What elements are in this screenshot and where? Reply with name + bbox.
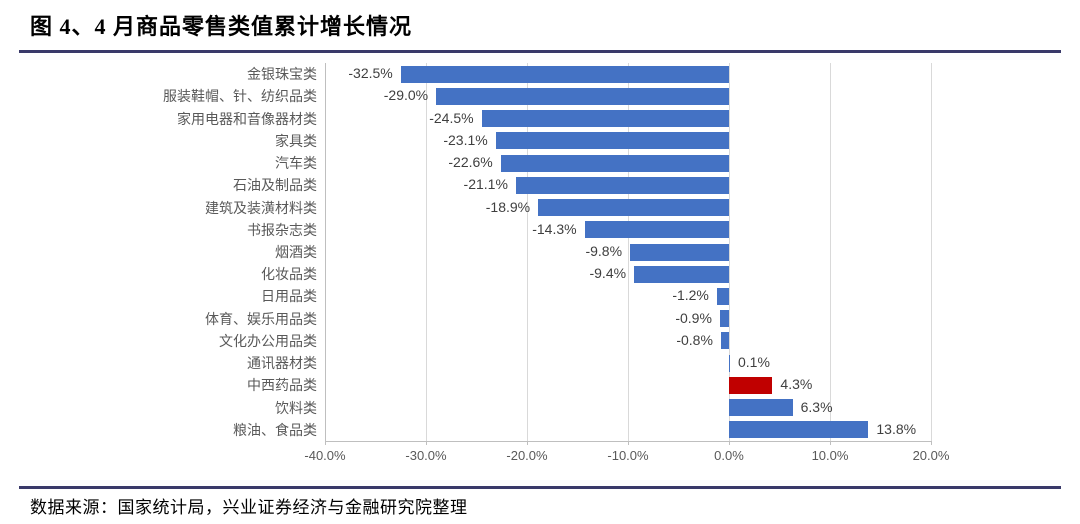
value-label: -14.3% [532,221,577,237]
y-axis-line [325,63,326,441]
bar [729,377,773,394]
bar [538,199,729,216]
category-label: 家具类 [275,135,317,150]
value-label: -0.9% [675,310,712,326]
category-label: 饮料类 [275,402,317,417]
category-label: 体育、娱乐用品类 [205,313,317,328]
value-label: -9.8% [585,243,623,259]
value-label: 13.8% [876,421,917,437]
value-label: -29.0% [383,87,429,103]
bar [400,66,730,83]
data-source-note: 数据来源：国家统计局，兴业证券经济与金融研究院整理 [30,498,468,517]
bar [630,244,729,261]
bar [720,332,729,349]
x-tick-mark [426,441,427,445]
category-label: 中西药品类 [247,379,317,394]
bar [729,421,869,438]
figure-title: 图 4、4 月商品零售类值累计增长情况 [30,14,413,39]
x-tick-mark [527,441,528,445]
bar [634,266,729,283]
category-label: 石油及制品类 [233,179,317,194]
x-tick-label: -10.0% [607,448,649,463]
bar [436,88,729,105]
category-label: 粮油、食品类 [233,424,317,439]
gridline [628,63,629,441]
title-underline [19,50,1061,53]
category-label: 通讯器材类 [247,357,317,372]
category-label: 书报杂志类 [247,224,317,239]
category-label: 汽车类 [275,157,317,172]
bar [500,155,729,172]
x-tick-mark [729,441,730,445]
category-label: 家用电器和音像器材类 [177,113,317,128]
x-tick-mark [628,441,629,445]
value-label: -24.5% [429,110,474,126]
bar [729,355,730,372]
bar [584,221,729,238]
gridline [729,63,730,441]
category-label: 日用品类 [261,290,317,305]
bar [481,110,729,127]
x-tick-mark [325,441,326,445]
value-label: -18.9% [485,199,531,215]
category-label: 金银珠宝类 [247,68,317,83]
x-tick-label: -20.0% [506,448,548,463]
category-label: 服装鞋帽、针、纺织品类 [163,90,317,105]
value-label: -1.2% [672,287,709,303]
gridline [931,63,932,441]
gridline [527,63,528,441]
bar [495,132,729,149]
x-tick-label: -30.0% [405,448,447,463]
gridline [830,63,831,441]
value-label: -9.4% [589,265,627,281]
x-tick-mark [830,441,831,445]
bar [719,310,729,327]
value-label: -21.1% [463,176,508,192]
x-tick-mark [931,441,932,445]
category-label: 化妆品类 [261,268,317,283]
bar [729,399,793,416]
x-axis-line [325,441,931,442]
gridline [426,63,427,441]
value-label: 6.3% [800,399,833,415]
category-label: 文化办公用品类 [219,335,317,350]
value-label: 0.1% [738,354,770,370]
x-tick-label: 10.0% [811,448,849,463]
value-label: -0.8% [676,332,713,348]
bar [515,177,729,194]
footer-divider [19,486,1061,489]
x-tick-label: 0.0% [714,448,744,463]
value-label: -23.1% [443,132,488,148]
value-label: 4.3% [780,376,813,392]
category-label: 烟酒类 [275,246,317,261]
bar [716,288,729,305]
value-label: -22.6% [448,154,493,170]
category-label: 建筑及装潢材料类 [205,202,317,217]
value-label: -32.5% [348,65,393,81]
x-tick-label: 20.0% [912,448,950,463]
x-tick-label: -40.0% [304,448,346,463]
